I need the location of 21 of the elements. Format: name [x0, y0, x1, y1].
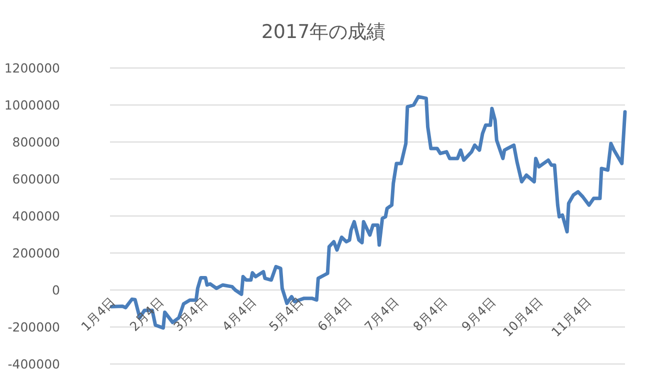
y-tick-label: 0: [52, 282, 60, 298]
y-tick-label: 600000: [12, 171, 60, 186]
y-tick-label: 1000000: [4, 97, 60, 112]
y-tick-label: 800000: [12, 134, 60, 150]
x-tick-label: 8月4日: [410, 294, 450, 334]
x-tick-label: 3月4日: [170, 294, 211, 334]
chart-title: 2017年の成績: [261, 21, 386, 43]
y-tick-label: -200000: [8, 319, 60, 334]
x-tick-label: 7月4日: [361, 294, 402, 334]
x-tick-label: 11月4日: [548, 294, 594, 340]
x-tick-label: 2月4日: [126, 294, 167, 334]
x-tick-label: 9月4日: [458, 294, 499, 334]
y-tick-label: -400000: [8, 356, 60, 372]
x-tick-label: 5月4日: [266, 294, 306, 334]
x-tick-label: 10月4日: [500, 294, 546, 340]
y-tick-label: 400000: [12, 208, 60, 224]
x-tick-label: 6月4日: [314, 294, 355, 334]
x-tick-label: 1月4日: [78, 294, 118, 334]
x-tick-label: 4月4日: [218, 294, 260, 334]
y-tick-label: 200000: [12, 245, 60, 260]
y-tick-label: 1200000: [4, 60, 60, 76]
